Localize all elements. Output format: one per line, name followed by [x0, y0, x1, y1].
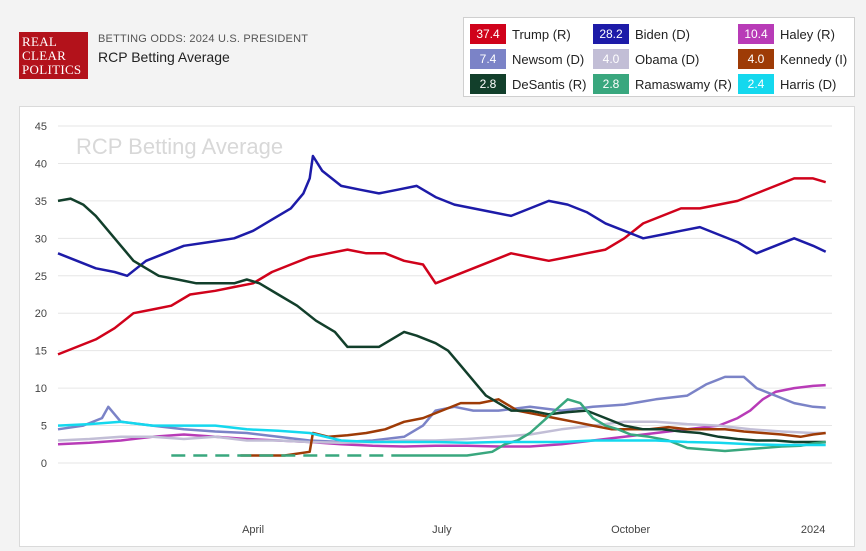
y-tick-label: 0 — [41, 458, 47, 470]
legend-label: Trump (R) — [512, 26, 571, 42]
legend-item[interactable]: 37.4 Trump (R) — [470, 24, 571, 44]
y-tick-label: 30 — [35, 233, 47, 245]
legend-label: Harris (D) — [780, 76, 837, 92]
legend-label: Biden (D) — [635, 26, 690, 42]
series-line — [57, 383, 826, 448]
series-line — [57, 420, 826, 447]
rcp-logo: REAL CLEAR POLITICS — [19, 32, 88, 79]
legend-item[interactable]: 4.0 Obama (D) — [593, 49, 699, 69]
y-tick-label: 15 — [35, 346, 47, 358]
legend-item[interactable]: 2.8 Ramaswamy (R) — [593, 74, 732, 94]
y-tick-label: 10 — [35, 383, 47, 395]
legend-value-badge: 4.0 — [593, 49, 629, 69]
x-tick-label: July — [432, 524, 452, 536]
legend-item[interactable]: 2.8 DeSantis (R) — [470, 74, 586, 94]
x-tick-label: 2024 — [801, 524, 825, 536]
legend-item[interactable]: 2.4 Harris (D) — [738, 74, 836, 94]
series-line — [57, 197, 826, 444]
y-tick-label: 40 — [35, 158, 47, 170]
legend-value-badge: 2.8 — [470, 74, 506, 94]
y-tick-label: 25 — [35, 271, 47, 283]
logo-line: POLITICS — [22, 62, 82, 77]
legend-label: DeSantis (R) — [512, 76, 587, 92]
series-line — [240, 398, 826, 457]
legend-label: Kennedy (I) — [780, 51, 848, 67]
chart-kicker: BETTING ODDS: 2024 U.S. PRESIDENT — [98, 33, 309, 45]
legend-label: Ramaswamy (R) — [635, 76, 732, 92]
legend-label: Haley (R) — [780, 26, 835, 42]
legend-value-badge: 2.8 — [593, 74, 629, 94]
legend-label: Obama (D) — [635, 51, 700, 67]
y-tick-label: 45 — [35, 121, 47, 133]
legend-value-badge: 37.4 — [470, 24, 506, 44]
x-tick-label: April — [242, 524, 264, 536]
series-line — [391, 398, 826, 457]
y-tick-label: 35 — [35, 196, 47, 208]
legend: 37.4 Trump (R) 28.2 Biden (D) 10.4 Haley (R) 7… — [463, 17, 855, 97]
legend-value-badge: 28.2 — [593, 24, 629, 44]
series-line — [57, 154, 827, 278]
chart-watermark-title: RCP Betting Average — [76, 134, 283, 159]
x-tick-label: October — [611, 524, 650, 536]
chart-headline: RCP Betting Average — [98, 49, 230, 65]
y-tick-label: 20 — [35, 308, 47, 320]
series-line — [57, 177, 827, 356]
chart-panel — [19, 106, 855, 547]
legend-value-badge: 10.4 — [738, 24, 774, 44]
logo-line: CLEAR — [22, 48, 67, 63]
legend-item[interactable]: 4.0 Kennedy (I) — [738, 49, 847, 69]
series-line — [57, 420, 826, 445]
legend-label: Newsom (D) — [512, 51, 585, 67]
legend-item[interactable]: 7.4 Newsom (D) — [470, 49, 584, 69]
legend-value-badge: 7.4 — [470, 49, 506, 69]
legend-item[interactable]: 28.2 Biden (D) — [593, 24, 690, 44]
y-tick-label: 5 — [41, 421, 47, 433]
legend-value-badge: 4.0 — [738, 49, 774, 69]
logo-line: REAL — [22, 34, 58, 49]
legend-item[interactable]: 10.4 Haley (R) — [738, 24, 835, 44]
legend-value-badge: 2.4 — [738, 74, 774, 94]
